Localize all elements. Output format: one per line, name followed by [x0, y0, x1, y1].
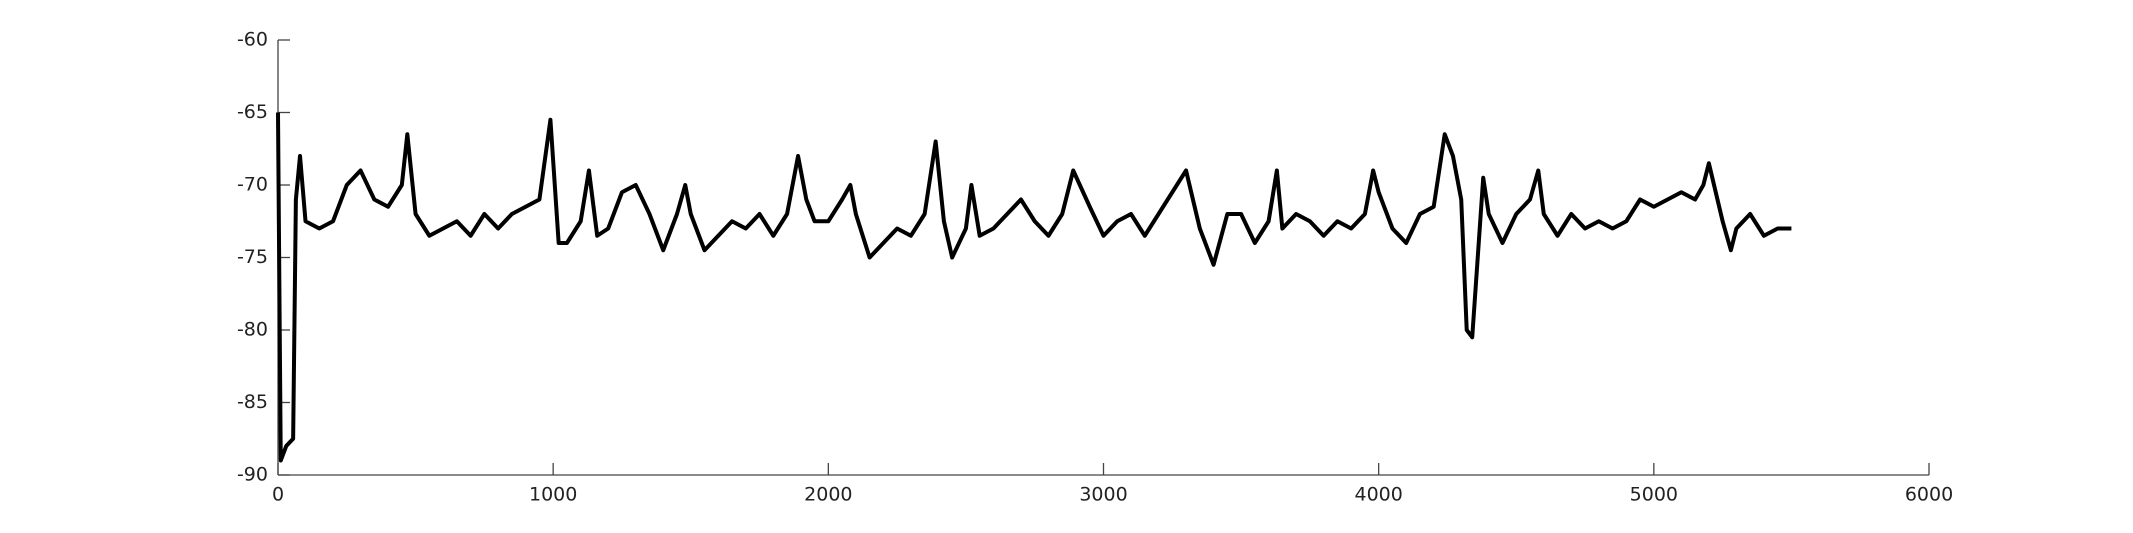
x-tick-label: 3000 [1079, 484, 1127, 506]
y-tick-label: -75 [237, 246, 268, 268]
x-tick-label: 0 [272, 484, 284, 506]
y-tick-label: -70 [237, 174, 268, 196]
x-tick-label: 4000 [1354, 484, 1402, 506]
y-tick-label: -85 [237, 391, 268, 413]
data-line [276, 112, 1792, 463]
x-tick-label: 5000 [1630, 484, 1678, 506]
y-tick-label: -80 [237, 319, 268, 341]
y-tick-label: -65 [237, 101, 268, 123]
x-tick-label: 1000 [529, 484, 577, 506]
y-tick-label: -90 [237, 464, 268, 486]
x-tick-label: 6000 [1905, 484, 1953, 506]
y-tick-label: -60 [237, 29, 268, 51]
x-tick-label: 2000 [804, 484, 852, 506]
